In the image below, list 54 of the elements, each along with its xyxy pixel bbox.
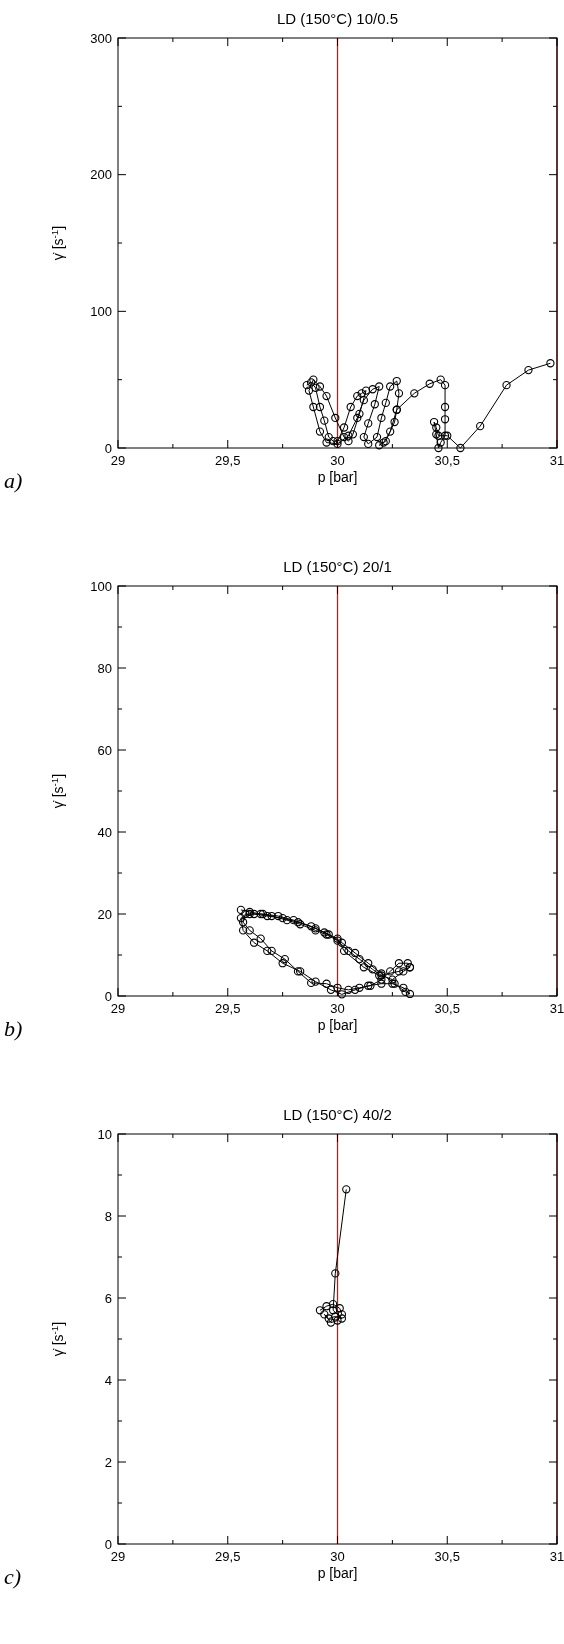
point	[337, 1310, 347, 1319]
point	[337, 1314, 347, 1323]
point	[335, 1304, 344, 1313]
text: c)	[4, 1564, 22, 1589]
y-tick-label: 0	[104, 1536, 112, 1552]
x-tick-label: 31	[549, 453, 564, 468]
x-axis-title: p [bar]	[317, 1017, 358, 1033]
y-tick-label: 100	[90, 303, 112, 319]
x-tick-label: 29,5	[215, 1549, 241, 1564]
x-tick-label: 31	[549, 1001, 564, 1016]
y-tick-label: 80	[97, 660, 112, 676]
x-tick-label: 31	[549, 1549, 564, 1564]
x-tick-label: 30	[330, 1001, 345, 1016]
y-tick-label: 2	[104, 1454, 112, 1470]
point	[342, 1185, 351, 1194]
x-tick-label: 29	[110, 1001, 126, 1016]
chart-title: LD (150°C) 20/1	[283, 558, 392, 575]
point	[315, 1306, 325, 1315]
point	[331, 1312, 340, 1321]
text: b)	[4, 1016, 23, 1041]
y-tick-label: 10	[97, 1126, 112, 1142]
chart-title: LD (150°C) 40/2	[283, 1106, 392, 1123]
point	[322, 1302, 331, 1311]
y-tick-label: 6	[104, 1290, 112, 1306]
x-tick-label: 30	[330, 453, 345, 468]
x-tick-label: 29	[110, 453, 126, 468]
x-tick-label: 30,5	[434, 1001, 460, 1016]
x-tick-label: 29,5	[215, 1001, 241, 1016]
text: a)	[4, 468, 23, 493]
point	[328, 1306, 338, 1315]
chart-title: LD (150°C) 10/0.5	[276, 10, 399, 27]
y-tick-label: 40	[97, 824, 112, 840]
y-tick-label: 100	[90, 578, 112, 594]
y-tick-label: 200	[90, 167, 112, 183]
x-tick-label: 29	[110, 1549, 126, 1564]
y-tick-label: 60	[97, 742, 112, 758]
x-axis-title: p [bar]	[317, 469, 358, 485]
x-axis-title: p [bar]	[317, 1565, 358, 1581]
y-tick-label: 0	[104, 988, 112, 1004]
y-tick-label: 4	[104, 1372, 112, 1388]
point	[326, 1318, 336, 1327]
point	[328, 1300, 338, 1309]
point	[320, 1310, 329, 1319]
x-tick-label: 29,5	[215, 453, 241, 468]
y-tick-label: 300	[90, 30, 112, 46]
x-tick-label: 30,5	[434, 453, 460, 468]
y-tick-label: 20	[97, 906, 112, 922]
y-tick-label: 8	[104, 1208, 112, 1224]
y-tick-label: 0	[104, 440, 112, 456]
point	[324, 1314, 333, 1323]
x-tick-label: 30	[330, 1549, 345, 1564]
point	[331, 1269, 340, 1278]
point	[333, 1316, 342, 1325]
x-tick-label: 30,5	[434, 1549, 460, 1564]
